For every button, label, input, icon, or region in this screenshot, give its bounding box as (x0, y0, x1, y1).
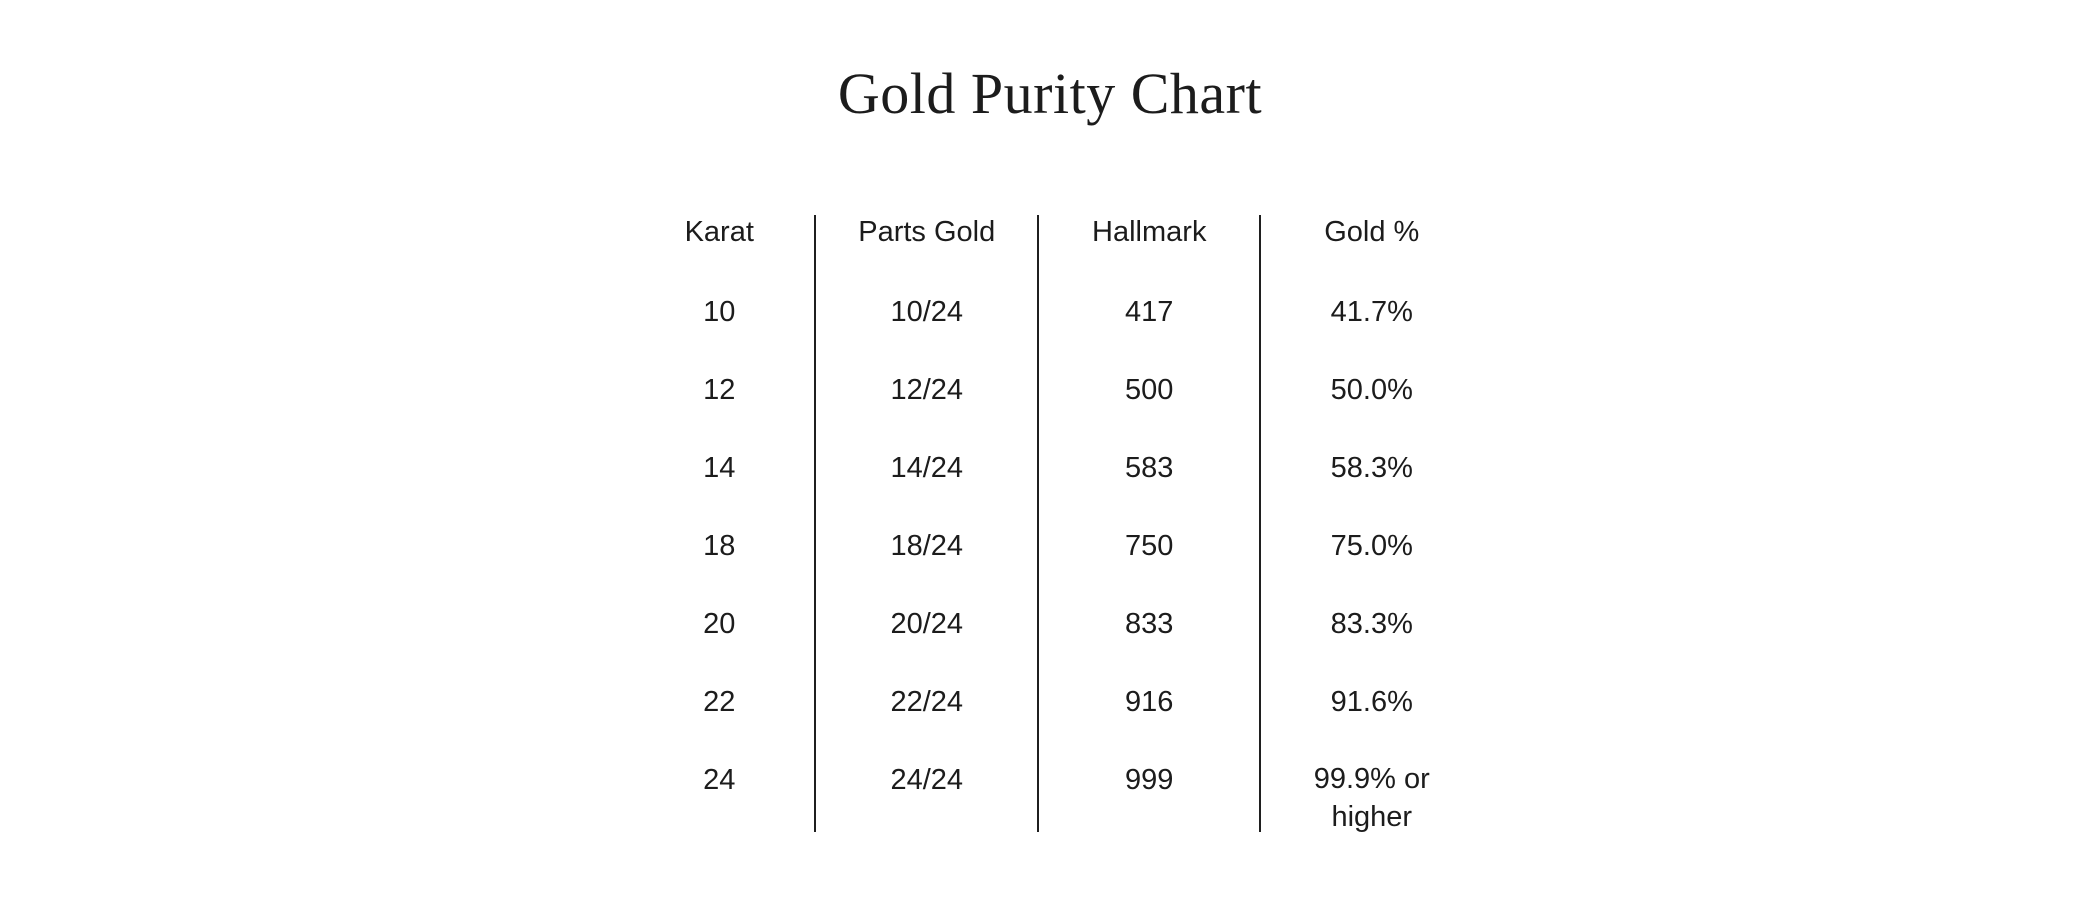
table-row: 22 22/24 916 91.6% (593, 683, 1483, 723)
table-row: 24 24/24 999 99.9% or higher (593, 761, 1484, 833)
cell-parts-gold: 14/24 (890, 452, 964, 485)
cell-hallmark: 916 (1125, 686, 1174, 719)
column-header-gold-pct: Gold % (1324, 216, 1420, 249)
cell-gold-pct: 99.9% or higher (1261, 761, 1484, 833)
cell-karat: 22 (703, 686, 736, 719)
column-header-parts-gold: Parts Gold (858, 216, 996, 249)
cell-karat: 18 (703, 530, 736, 563)
cell-parts-gold: 10/24 (890, 296, 964, 329)
cell-gold-pct: 91.6% (1330, 686, 1413, 719)
cell-karat: 14 (703, 452, 736, 485)
column-header-karat: Karat (684, 216, 754, 249)
cell-gold-pct: 83.3% (1330, 608, 1413, 641)
cell-gold-pct: 58.3% (1330, 452, 1413, 485)
cell-gold-pct-text: 99.9% or higher (1313, 763, 1430, 833)
column-divider (1259, 215, 1261, 832)
cell-parts-gold: 24/24 (890, 764, 964, 797)
cell-parts-gold: 22/24 (890, 686, 964, 719)
cell-karat: 12 (703, 374, 736, 407)
table-row: 20 20/24 833 83.3% (593, 605, 1483, 645)
cell-hallmark: 833 (1125, 608, 1174, 641)
table-header-row: Karat Parts Gold Hallmark Gold % (593, 213, 1483, 253)
column-divider (814, 215, 816, 832)
gold-purity-table: Karat Parts Gold Hallmark Gold % 10 10/2… (593, 195, 1483, 860)
cell-karat: 24 (703, 764, 736, 797)
cell-karat: 10 (703, 296, 736, 329)
cell-hallmark: 417 (1125, 296, 1174, 329)
cell-parts-gold: 18/24 (890, 530, 964, 563)
table-row: 14 14/24 583 58.3% (593, 449, 1483, 489)
table-row: 10 10/24 417 41.7% (593, 293, 1483, 333)
cell-parts-gold: 12/24 (890, 374, 964, 407)
cell-hallmark: 500 (1125, 374, 1174, 407)
cell-hallmark: 583 (1125, 452, 1174, 485)
cell-hallmark: 999 (1125, 764, 1174, 797)
cell-gold-pct: 75.0% (1330, 530, 1413, 563)
cell-gold-pct: 50.0% (1330, 374, 1413, 407)
column-header-hallmark: Hallmark (1092, 216, 1207, 249)
column-divider (1037, 215, 1039, 832)
cell-gold-pct: 41.7% (1330, 296, 1413, 329)
cell-hallmark: 750 (1125, 530, 1174, 563)
cell-karat: 20 (703, 608, 736, 641)
cell-parts-gold: 20/24 (890, 608, 964, 641)
table-row: 18 18/24 750 75.0% (593, 527, 1483, 567)
page-title: Gold Purity Chart (837, 61, 1263, 126)
table-row: 12 12/24 500 50.0% (593, 371, 1483, 411)
